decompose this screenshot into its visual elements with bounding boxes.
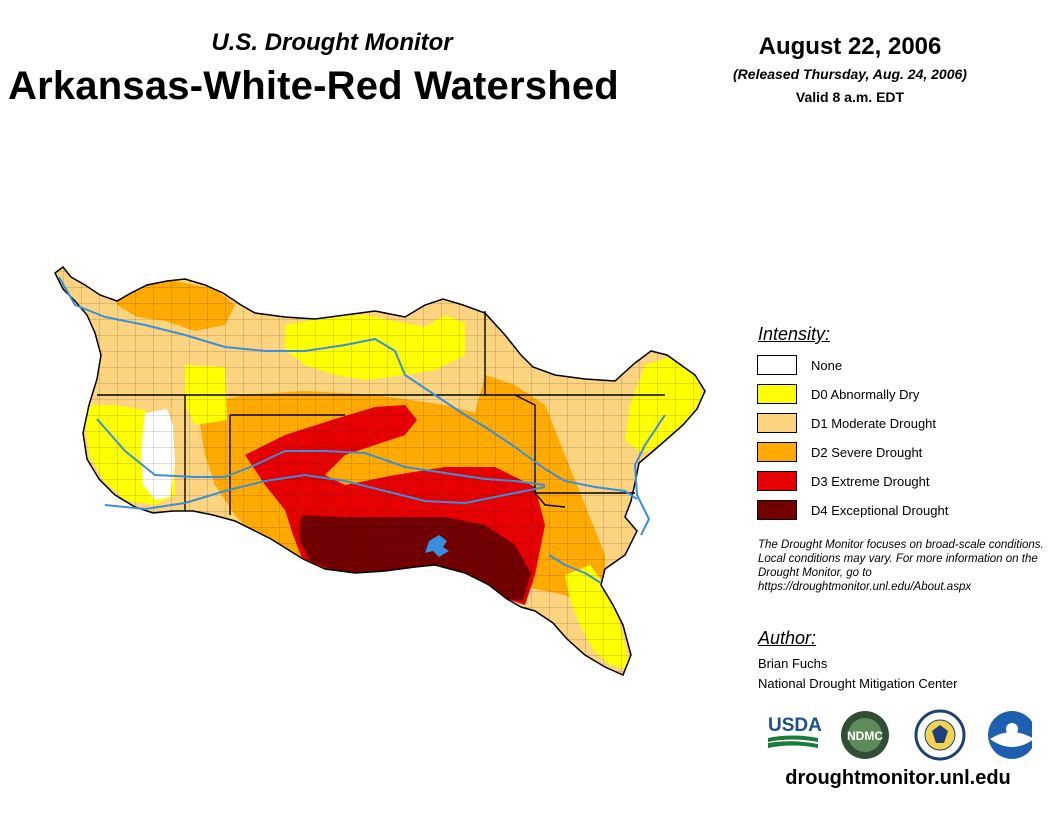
canadian-river xyxy=(104,474,546,510)
legend-item: D4 Exceptional Drought xyxy=(757,499,948,521)
legend-item: D2 Severe Drought xyxy=(757,441,922,463)
legend-swatch xyxy=(757,471,797,491)
legend-swatch xyxy=(757,442,797,462)
map-date: August 22, 2006 xyxy=(758,33,942,60)
state-boundaries xyxy=(97,311,665,515)
cimarron-river xyxy=(96,418,546,486)
noaa-logo xyxy=(988,711,1032,759)
red-river xyxy=(548,554,602,584)
release-date: (Released Thursday, Aug. 24, 2006) xyxy=(733,66,967,82)
legend-label: D0 Abnormally Dry xyxy=(811,386,920,402)
valid-time: Valid 8 a.m. EDT xyxy=(795,89,905,105)
svg-text:USDA: USDA xyxy=(768,715,822,736)
legend-label: None xyxy=(811,357,843,373)
white-river xyxy=(634,414,666,536)
drought-map xyxy=(54,266,706,676)
legend-label: D1 Moderate Drought xyxy=(811,415,937,431)
usda-logo: USDA xyxy=(768,715,822,748)
legend-label: D3 Extreme Drought xyxy=(811,473,930,489)
legend-item: D1 Moderate Drought xyxy=(757,412,936,434)
legend-item: D0 Abnormally Dry xyxy=(757,383,919,405)
author-name: Brian Fuchs xyxy=(758,656,828,671)
commerce-seal-logo xyxy=(914,709,966,761)
map-title: Arkansas-White-Red Watershed xyxy=(8,64,619,108)
legend-swatch xyxy=(757,500,797,520)
lake-texoma xyxy=(425,535,449,557)
author-heading: Author: xyxy=(758,628,817,648)
author-organization: National Drought Mitigation Center xyxy=(758,676,958,691)
drought-intensity-areas xyxy=(55,267,705,675)
county-boundaries xyxy=(55,267,705,675)
legend-swatch xyxy=(757,413,797,433)
legend-label: D2 Severe Drought xyxy=(811,444,923,460)
map-subtitle: U.S. Drought Monitor xyxy=(211,29,453,56)
legend-heading: Intensity: xyxy=(758,324,831,344)
disclaimer-note: The Drought Monitor focuses on broad-sca… xyxy=(758,539,1044,593)
legend-swatch xyxy=(757,355,797,375)
legend-item: None xyxy=(757,354,842,376)
website-url[interactable]: droughtmonitor.unl.edu xyxy=(785,767,1011,789)
arkansas-river xyxy=(58,276,638,500)
rivers xyxy=(58,276,666,584)
legend-item: D3 Extreme Drought xyxy=(757,470,930,492)
svg-text:NDMC: NDMC xyxy=(847,729,883,743)
legend-label: D4 Exceptional Drought xyxy=(811,502,949,518)
ndmc-logo: NDMC xyxy=(841,711,889,759)
agency-logos: USDA NDMC xyxy=(768,709,1032,761)
legend-swatch xyxy=(757,384,797,404)
